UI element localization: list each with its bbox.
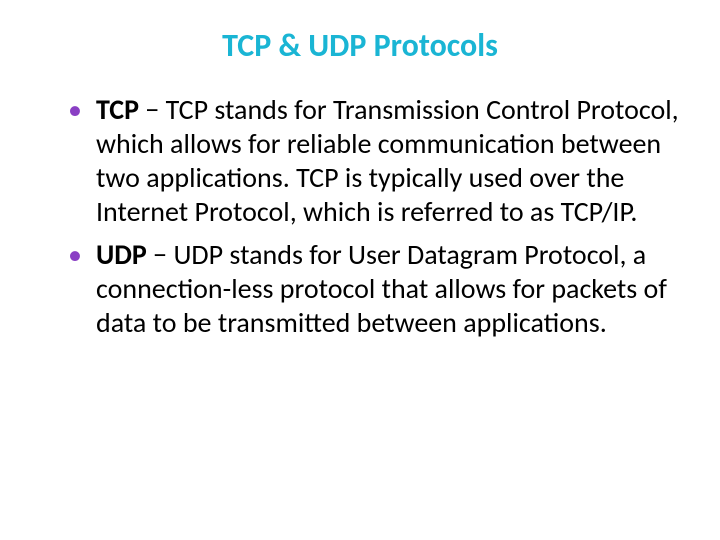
slide: TCP & UDP Protocols TCP − TCP stands for… — [0, 0, 720, 540]
slide-title: TCP & UDP Protocols — [40, 26, 680, 65]
bullet-term: TCP — [96, 92, 139, 127]
list-item: TCP − TCP stands for Transmission Contro… — [68, 93, 680, 230]
bullet-list: TCP − TCP stands for Transmission Contro… — [68, 93, 680, 340]
bullet-body: − TCP stands for Transmission Control Pr… — [96, 92, 679, 229]
bullet-term: UDP — [96, 237, 147, 272]
list-item: UDP − UDP stands for User Datagram Proto… — [68, 238, 680, 340]
bullet-body: − UDP stands for User Datagram Protocol,… — [96, 237, 667, 340]
